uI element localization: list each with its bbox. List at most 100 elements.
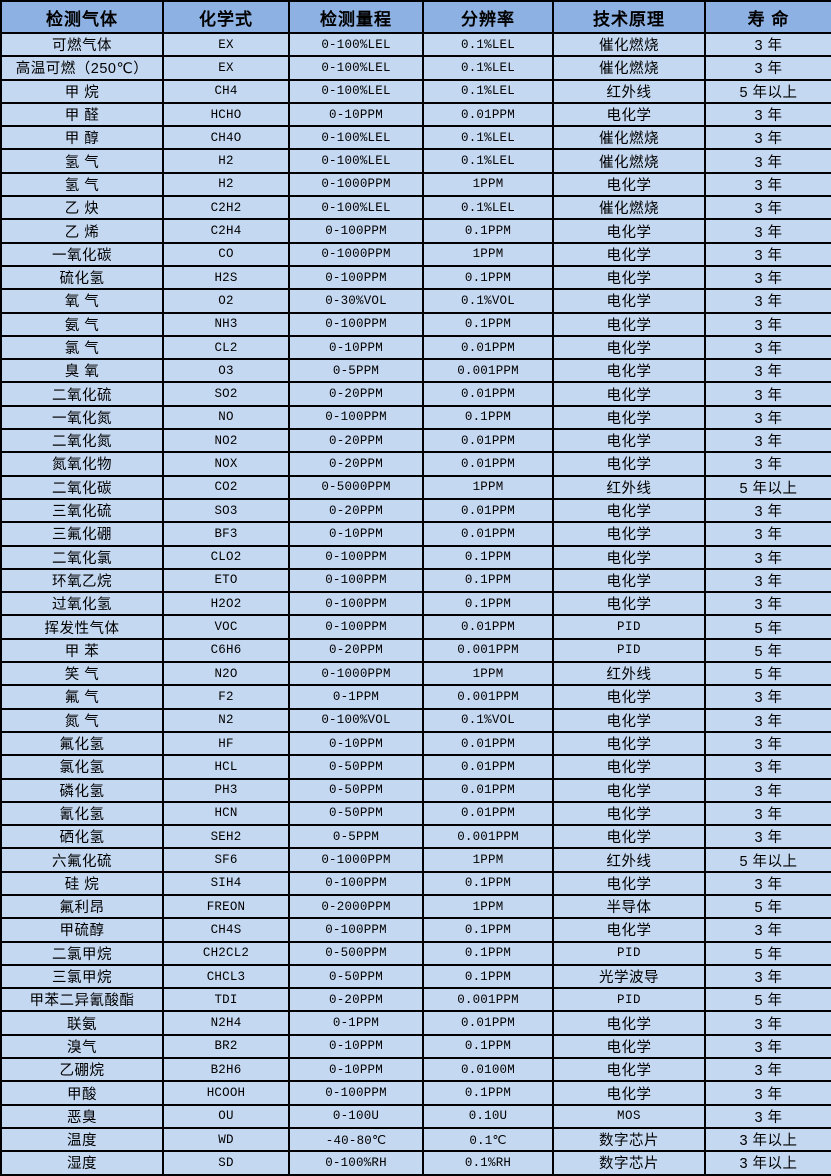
cell-principle: PID [552,940,706,966]
cell-resolution: 0.01PPM [422,381,554,407]
cell-range: 0-10PPM [288,521,424,547]
table-row: 氢 气 H2 0-100%LEL 0.1%LEL 催化燃烧 3 年 [0,148,831,174]
cell-principle: 电化学 [552,381,706,407]
cell-range: 0-20PPM [288,428,424,454]
cell-resolution: 0.1PPM [422,940,554,966]
cell-range: 0-100%LEL [288,125,424,151]
cell-range: 0-100PPM [288,870,424,896]
cell-range: 0-20PPM [288,637,424,664]
table-row: 一氧化氮 NO 0-100PPM 0.1PPM 电化学 3 年 [0,404,831,431]
cell-resolution: 0.001PPM [422,684,554,710]
cell-resolution: 0.0100M [422,1057,554,1083]
cell-range: 0-100PPM [288,404,424,431]
cell-formula: FREON [162,893,290,920]
table-row: 溴气 BR2 0-10PPM 0.1PPM 电化学 3 年 [0,1033,831,1060]
cell-life: 3 年 [704,684,831,710]
cell-resolution: 0.001PPM [422,824,554,850]
cell-formula: B2H6 [162,1057,290,1083]
cell-formula: H2O2 [162,591,290,617]
cell-resolution: 0.001PPM [422,358,554,384]
cell-gas: 乙硼烷 [0,1057,164,1083]
cell-life: 5 年 [704,614,831,640]
cell-resolution: 0.1%LEL [422,55,554,81]
cell-resolution: 0.1%LEL [422,31,554,58]
cell-resolution: 0.01PPM [422,497,554,524]
cell-formula: SEH2 [162,824,290,850]
table-row: 氟 气 F2 0-1PPM 0.001PPM 电化学 3 年 [0,684,831,710]
cell-life: 3 年 [704,1103,831,1129]
cell-formula: H2 [162,148,290,174]
cell-range: 0-1000PPM [288,241,424,267]
table-row: 二氧化硫 SO2 0-20PPM 0.01PPM 电化学 3 年 [0,381,831,407]
cell-life: 3 年 [704,824,831,850]
cell-gas: 氨 气 [0,311,164,337]
cell-life: 3 年 [704,311,831,337]
cell-principle: 红外线 [552,78,706,104]
cell-range: 0-100%LEL [288,55,424,81]
cell-principle: 电化学 [552,567,706,594]
table-row: 氮 气 N2 0-100%VOL 0.1%VOL 电化学 3 年 [0,707,831,733]
cell-principle: 电化学 [552,1080,706,1106]
cell-formula: C2H4 [162,218,290,244]
cell-range: 0-1PPM [288,1010,424,1036]
cell-principle: 数字芯片 [552,1126,706,1153]
cell-life: 3 年 [704,334,831,361]
table-row: 乙 炔 C2H2 0-100%LEL 0.1%LEL 催化燃烧 3 年 [0,195,831,221]
table-row: 氯化氢 HCL 0-50PPM 0.01PPM 电化学 3 年 [0,754,831,780]
cell-principle: 电化学 [552,311,706,337]
cell-formula: OU [162,1103,290,1129]
cell-principle: 电化学 [552,591,706,617]
cell-formula: PH3 [162,777,290,803]
cell-gas: 三氯甲烷 [0,963,164,990]
cell-principle: 电化学 [552,544,706,570]
cell-formula: NOX [162,451,290,477]
cell-formula: HCOOH [162,1080,290,1106]
table-row: 笑 气 N2O 0-1000PPM 1PPM 红外线 5 年 [0,661,831,687]
cell-resolution: 0.1PPM [422,404,554,431]
table-row: 氮氧化物 NOX 0-20PPM 0.01PPM 电化学 3 年 [0,451,831,477]
cell-resolution: 0.1PPM [422,917,554,943]
table-row: 湿度 SD 0-100%RH 0.1%RH 数字芯片 3 年以上 [0,1150,831,1176]
cell-range: 0-100PPM [288,614,424,640]
table-row: 环氧乙烷 ETO 0-100PPM 0.1PPM 电化学 3 年 [0,567,831,594]
cell-formula: N2O [162,661,290,687]
cell-gas: 氰化氢 [0,800,164,827]
cell-life: 3 年 [704,800,831,827]
cell-range: 0-100PPM [288,591,424,617]
cell-formula: VOC [162,614,290,640]
cell-principle: 电化学 [552,521,706,547]
cell-resolution: 0.01PPM [422,1010,554,1036]
cell-gas: 乙 烯 [0,218,164,244]
cell-resolution: 0.1%LEL [422,148,554,174]
cell-gas: 臭 氧 [0,358,164,384]
cell-life: 3 年 [704,544,831,570]
cell-formula: WD [162,1126,290,1153]
table-row: 氟化氢 HF 0-10PPM 0.01PPM 电化学 3 年 [0,730,831,757]
cell-resolution: 0.1PPM [422,567,554,594]
cell-life: 5 年以上 [704,474,831,500]
cell-life: 3 年 [704,777,831,803]
cell-principle: 电化学 [552,917,706,943]
cell-resolution: 0.1PPM [422,264,554,291]
cell-range: 0-100PPM [288,218,424,244]
table-row: 甲硫醇 CH4S 0-100PPM 0.1PPM 电化学 3 年 [0,917,831,943]
cell-life: 3 年 [704,591,831,617]
cell-life: 3 年 [704,521,831,547]
cell-range: 0-10PPM [288,1033,424,1060]
cell-range: 0-20PPM [288,451,424,477]
cell-life: 3 年 [704,31,831,58]
table-row: 一氧化碳 CO 0-1000PPM 1PPM 电化学 3 年 [0,241,831,267]
cell-gas: 甲 烷 [0,78,164,104]
cell-life: 3 年以上 [704,1126,831,1153]
cell-gas: 溴气 [0,1033,164,1060]
cell-life: 3 年 [704,55,831,81]
cell-life: 3 年 [704,497,831,524]
cell-resolution: 0.01PPM [422,101,554,128]
cell-principle: 电化学 [552,1010,706,1036]
cell-resolution: 0.01PPM [422,521,554,547]
cell-formula: CH2CL2 [162,940,290,966]
cell-formula: CH4S [162,917,290,943]
cell-formula: H2S [162,264,290,291]
cell-resolution: 0.01PPM [422,777,554,803]
